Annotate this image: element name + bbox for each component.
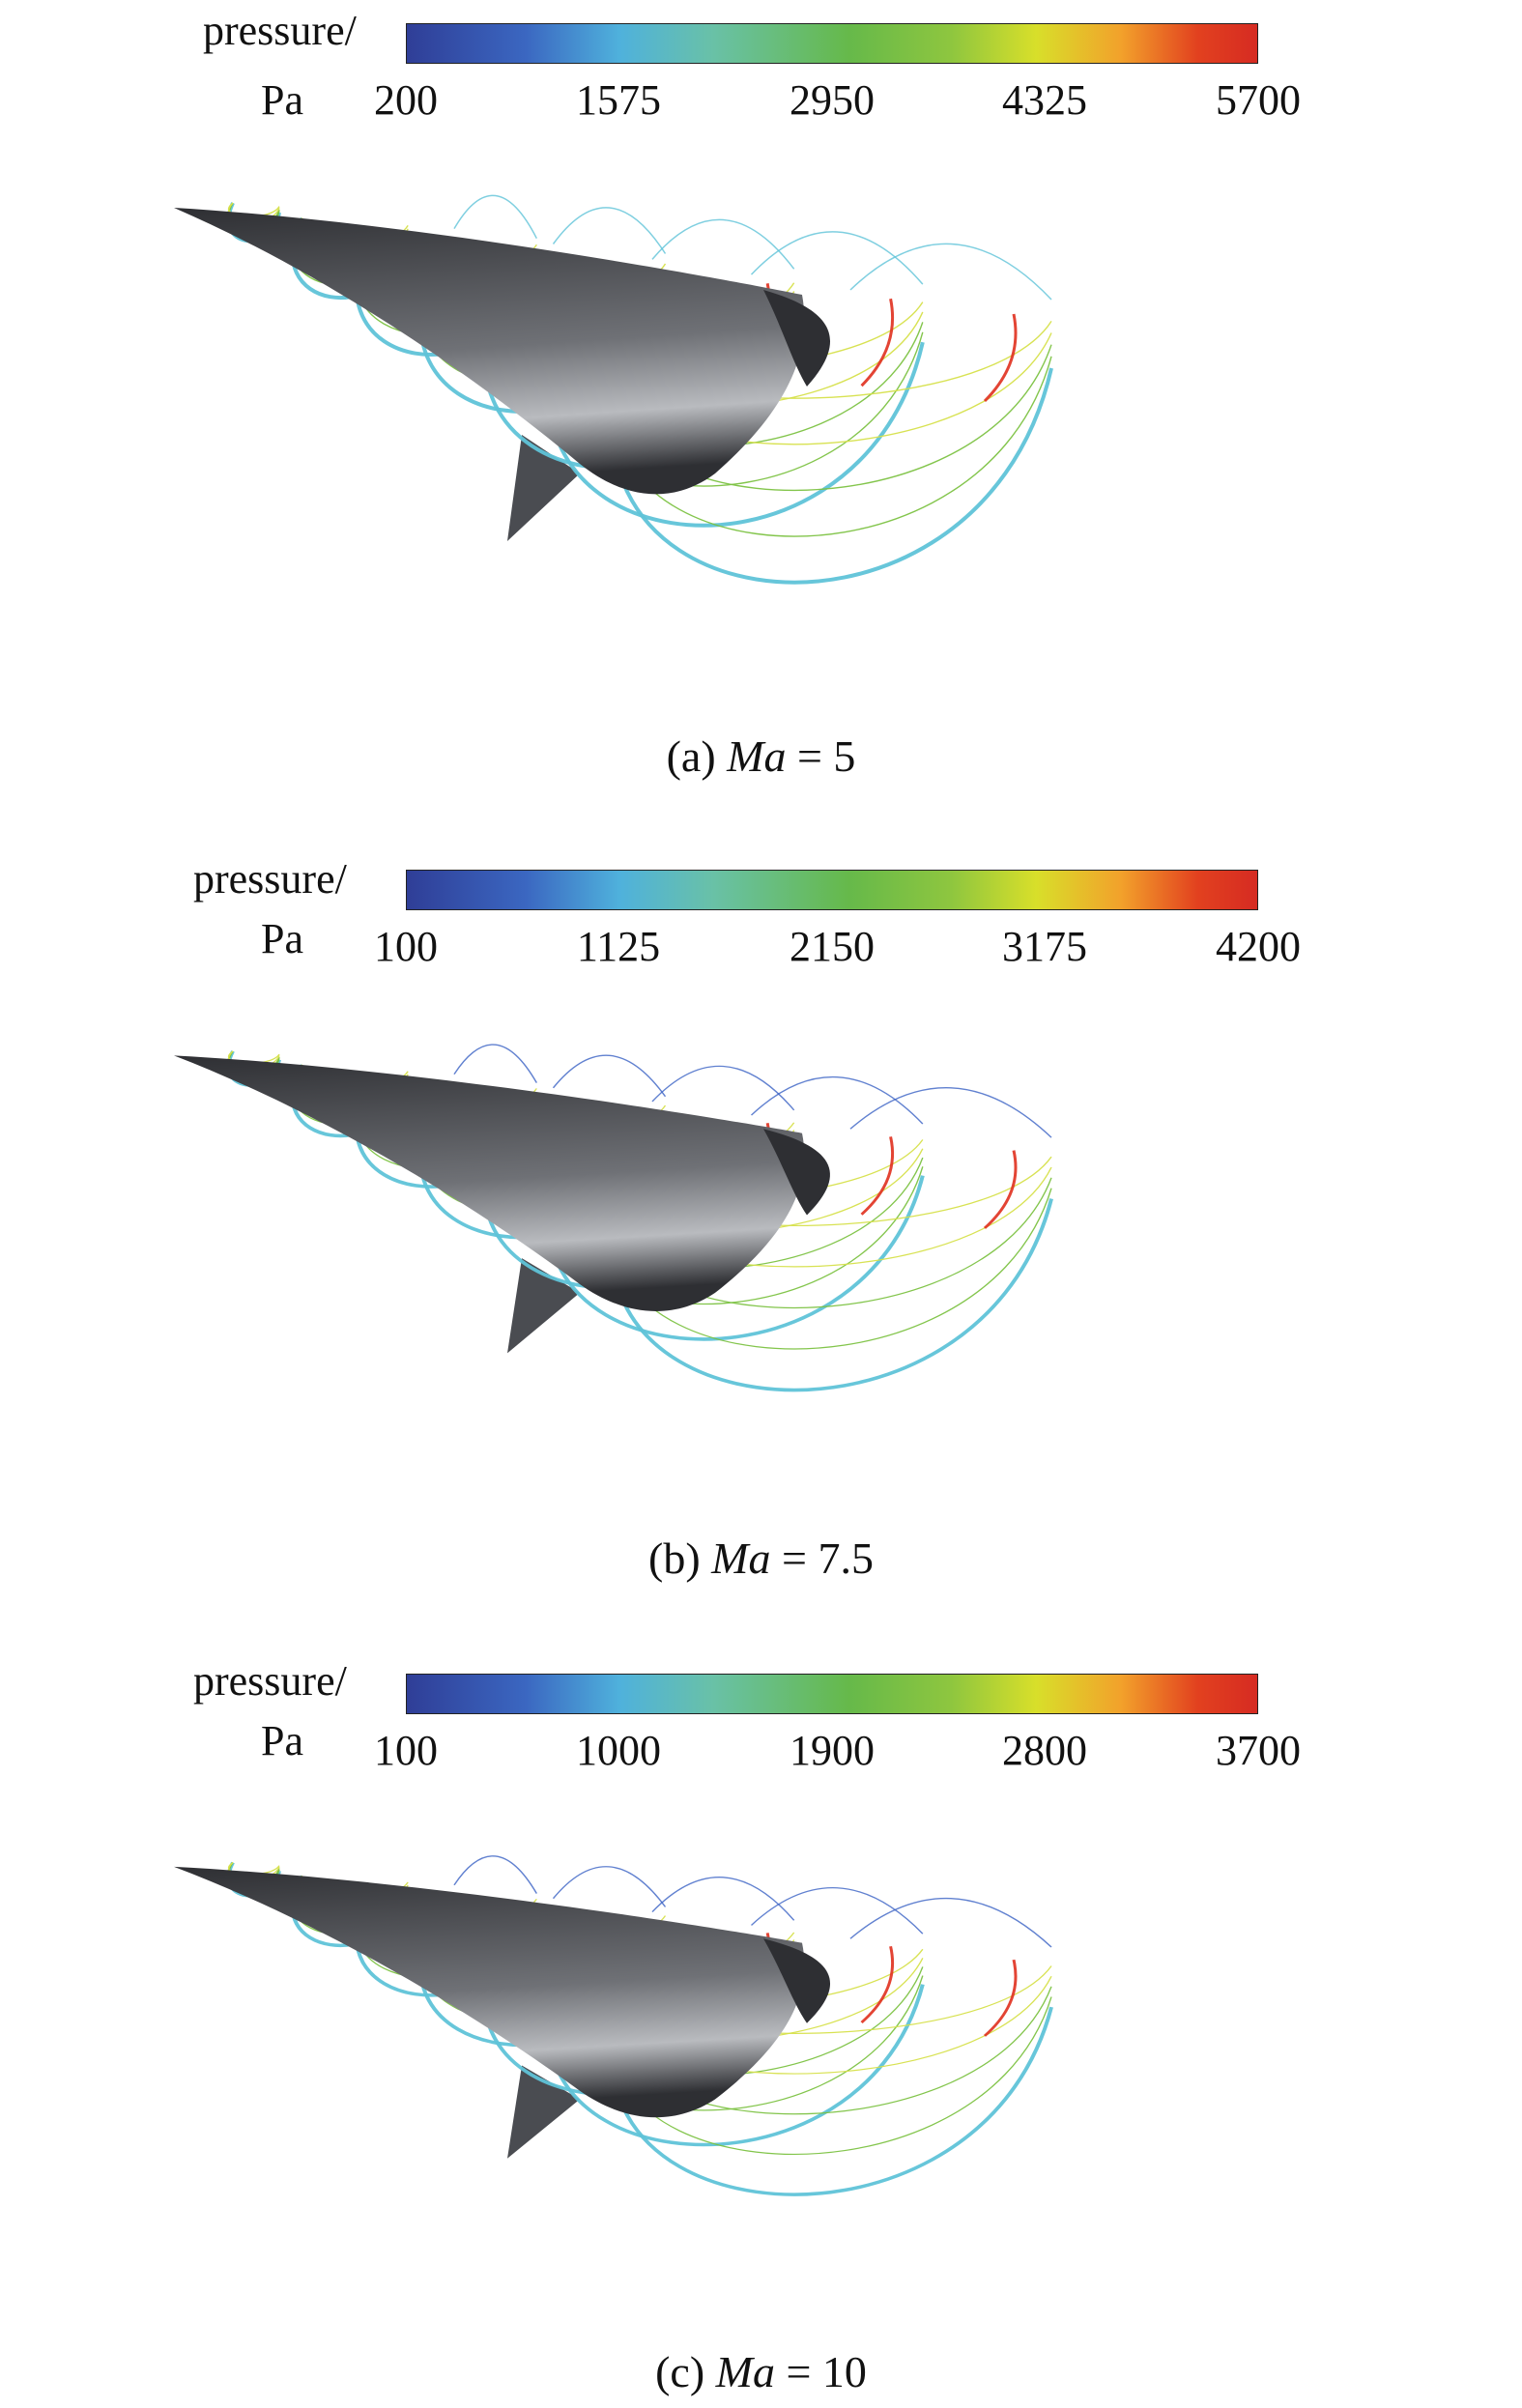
caption-suffix: = 10 bbox=[774, 2347, 867, 2396]
figure-caption: (b) Ma = 7.5 bbox=[0, 1536, 1522, 1581]
colorbar-label-line2: Pa bbox=[261, 915, 303, 962]
panel-a: pressure/ Pa 200 1575 2950 4325 5700 (a)… bbox=[0, 0, 1522, 802]
caption-prefix: (a) bbox=[666, 731, 728, 781]
waverider-body bbox=[174, 1055, 805, 1311]
colorbar-tick: 4325 bbox=[1002, 76, 1087, 124]
figure-caption: (a) Ma = 5 bbox=[0, 734, 1522, 779]
wing-tip bbox=[763, 1938, 831, 2023]
colorbar-tick: 1575 bbox=[576, 76, 661, 124]
caption-suffix: = 7.5 bbox=[770, 1534, 874, 1583]
waverider-illustration bbox=[174, 1855, 1053, 2196]
colorbar-label-line2: Pa bbox=[261, 76, 303, 124]
panel-c: pressure/ Pa 100 1000 1900 2800 3700 (c)… bbox=[0, 1604, 1522, 2408]
pressure-contour-figure bbox=[174, 194, 1053, 585]
colorbar-label-line1: pressure/ bbox=[203, 7, 357, 54]
colorbar-tick: 2950 bbox=[790, 76, 875, 124]
colorbar-label-line2: Pa bbox=[261, 1717, 303, 1764]
pressure-contour-figure bbox=[174, 1855, 1053, 2196]
colorbar-tick: 2800 bbox=[1002, 1727, 1087, 1774]
caption-variable: Ma bbox=[727, 731, 787, 781]
caption-variable: Ma bbox=[715, 2347, 775, 2396]
figure-caption: (c) Ma = 10 bbox=[0, 2350, 1522, 2394]
colorbar-tick: 2150 bbox=[790, 923, 875, 970]
colorbar-tick: 4200 bbox=[1216, 923, 1301, 970]
panel-b: pressure/ Pa 100 1125 2150 3175 4200 (b)… bbox=[0, 802, 1522, 1604]
waverider-body bbox=[174, 1866, 805, 2118]
caption-suffix: = 5 bbox=[786, 731, 856, 781]
wing-tip bbox=[763, 290, 831, 387]
colorbar-label-line1: pressure/ bbox=[193, 1657, 347, 1705]
pressure-colorbar bbox=[406, 23, 1258, 64]
pressure-contour-figure bbox=[174, 1044, 1053, 1392]
colorbar-tick: 3175 bbox=[1002, 923, 1087, 970]
pressure-colorbar bbox=[406, 1674, 1258, 1714]
wing-tip bbox=[763, 1129, 831, 1216]
colorbar-tick: 3700 bbox=[1216, 1727, 1301, 1774]
waverider-body bbox=[174, 208, 805, 495]
caption-variable: Ma bbox=[711, 1534, 771, 1583]
waverider-illustration bbox=[174, 1044, 1053, 1392]
colorbar-tick: 1000 bbox=[576, 1727, 661, 1774]
colorbar-label-line1: pressure/ bbox=[193, 855, 347, 903]
colorbar-tick: 1125 bbox=[576, 923, 661, 970]
caption-prefix: (c) bbox=[655, 2347, 716, 2396]
colorbar-tick: 200 bbox=[374, 76, 438, 124]
colorbar-tick: 100 bbox=[374, 1727, 438, 1774]
waverider-illustration bbox=[174, 194, 1053, 585]
pressure-colorbar bbox=[406, 870, 1258, 910]
colorbar-tick: 1900 bbox=[790, 1727, 875, 1774]
colorbar-tick: 5700 bbox=[1216, 76, 1301, 124]
colorbar-tick: 100 bbox=[374, 923, 438, 970]
caption-prefix: (b) bbox=[648, 1534, 712, 1583]
